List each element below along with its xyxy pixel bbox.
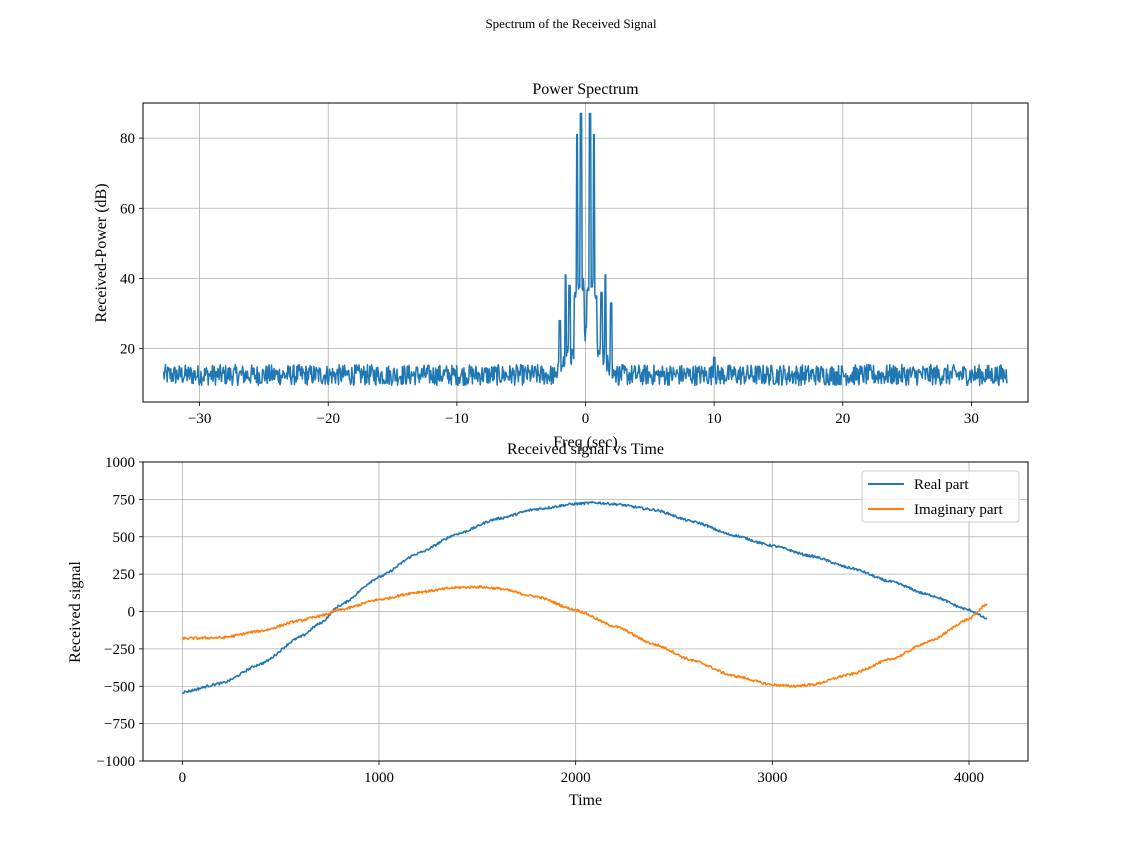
time-signal-plot-area: [181, 500, 988, 694]
time-signal-y-tick-label: −1000: [97, 754, 135, 770]
legend-label-imag: Imaginary part: [914, 502, 1004, 518]
legend: Real part Imaginary part: [861, 470, 1020, 523]
imaginary-part-line: [181, 585, 988, 688]
real-part-line: [181, 500, 988, 694]
power-spectrum-y-ticks: 20 40 60 80: [120, 131, 143, 358]
power-spectrum-x-tick-label: −30: [188, 411, 211, 427]
power-spectrum-x-ticks: −30 −20 −10 0 10 20 30: [188, 402, 979, 427]
time-signal-y-tick-label: −250: [104, 642, 135, 658]
time-signal-xlabel: Time: [569, 792, 602, 809]
time-signal-y-tick-label: −750: [104, 717, 135, 733]
power-spectrum-xlabel: Freq (sec): [553, 434, 617, 451]
time-signal-x-tick-label: 2000: [561, 770, 591, 786]
power-spectrum-title: Power Spectrum: [532, 81, 639, 98]
power-spectrum-grid: [143, 103, 1028, 402]
time-signal-title: Received signal vs Time: [507, 441, 664, 458]
power-spectrum-plot-area: [162, 112, 1008, 387]
power-spectrum-x-tick-label: −20: [316, 411, 339, 427]
time-signal-y-ticks: −1000 −750 −500 −250 0 250 500 750 1000: [97, 455, 143, 770]
power-spectrum-y-tick-label: 40: [120, 271, 135, 287]
power-spectrum-x-tick-label: 30: [964, 411, 979, 427]
time-signal-y-tick-label: 250: [113, 567, 136, 583]
time-signal-x-tick-label: 4000: [954, 770, 984, 786]
legend-label-real: Real part: [914, 477, 969, 493]
power-spectrum-y-tick-label: 60: [120, 201, 135, 217]
time-signal-x-tick-label: 3000: [757, 770, 787, 786]
time-signal-y-tick-label: 500: [113, 530, 136, 546]
power-spectrum-x-tick-label: 20: [835, 411, 850, 427]
power-spectrum-x-tick-label: −10: [445, 411, 468, 427]
power-spectrum-x-tick-label: 0: [582, 411, 590, 427]
power-spectrum-axes: Power Spectrum −30 −20 −10 0 10 20 30 20 40 60 80…: [93, 81, 1029, 451]
time-signal-y-tick-label: 750: [113, 492, 136, 508]
power-spectrum-line: [162, 112, 1008, 387]
power-spectrum-ylabel: Received-Power (dB): [93, 183, 110, 322]
time-signal-ylabel: Received signal: [67, 561, 84, 663]
power-spectrum-y-tick-label: 20: [120, 342, 135, 358]
figure-suptitle: Spectrum of the Received Signal: [485, 16, 657, 31]
time-signal-x-tick-label: 1000: [364, 770, 394, 786]
time-signal-y-tick-label: 0: [128, 605, 136, 621]
time-signal-y-tick-label: −500: [104, 679, 135, 695]
time-signal-axes: Received signal vs Time 0 1000 2000 3000 400…: [67, 441, 1029, 809]
time-signal-x-tick-label: 0: [179, 770, 187, 786]
time-signal-x-ticks: 0 1000 2000 3000 4000: [179, 761, 984, 786]
time-signal-y-tick-label: 1000: [105, 455, 135, 471]
power-spectrum-y-tick-label: 80: [120, 131, 135, 147]
power-spectrum-x-tick-label: 10: [707, 411, 722, 427]
